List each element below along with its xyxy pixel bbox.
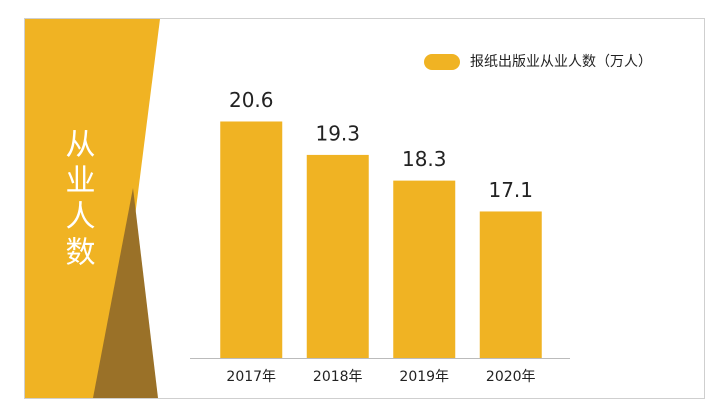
x-tick-label: 2020年 — [486, 369, 536, 385]
x-tick-label: 2018年 — [313, 369, 363, 385]
side-panel — [25, 19, 160, 398]
x-tick-label: 2017年 — [226, 369, 276, 385]
side-accent — [93, 188, 158, 398]
chart-title: 从业人数 — [60, 128, 95, 272]
value-label: 19.3 — [315, 121, 360, 145]
legend-label: 报纸出版业从业人数（万人） — [470, 54, 652, 70]
value-label: 18.3 — [402, 147, 447, 171]
value-label: 17.1 — [488, 178, 533, 202]
bar — [393, 180, 456, 358]
legend-swatch — [424, 54, 460, 70]
bar — [306, 154, 369, 358]
bar — [220, 121, 283, 358]
value-label: 20.6 — [229, 88, 274, 112]
bar — [479, 211, 542, 358]
x-tick-label: 2019年 — [399, 369, 449, 385]
